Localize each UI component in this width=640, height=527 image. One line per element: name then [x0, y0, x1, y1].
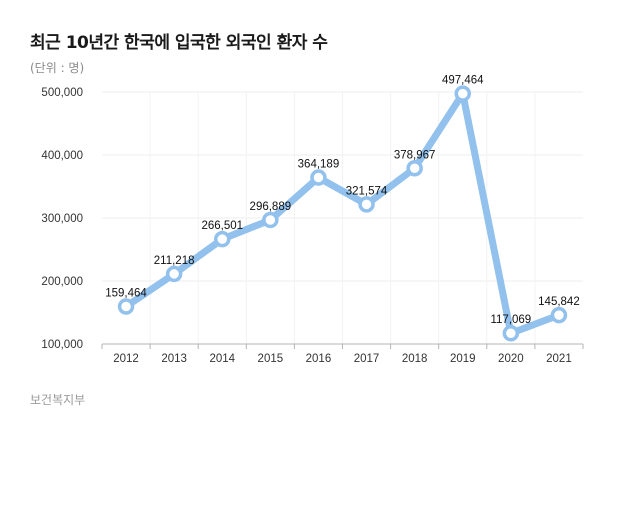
data-point [358, 196, 375, 213]
data-label: 321,574 [346, 185, 388, 197]
x-tick-label: 2012 [113, 353, 139, 365]
data-label: 364,189 [298, 159, 340, 171]
data-label: 117,069 [490, 314, 531, 326]
x-tick-label: 2015 [258, 353, 284, 365]
data-label: 497,464 [442, 75, 484, 87]
y-tick-label: 100,000 [41, 339, 83, 351]
x-tick-label: 2016 [306, 353, 332, 365]
data-point [262, 211, 279, 229]
data-label: 211,218 [154, 255, 195, 267]
x-tick-label: 2013 [161, 353, 187, 365]
x-tick-label: 2017 [354, 353, 380, 365]
data-label: 378,967 [394, 149, 436, 161]
data-label: 159,464 [105, 288, 147, 300]
y-tick-label: 300,000 [41, 213, 83, 225]
data-point [454, 85, 471, 102]
y-tick-label: 200,000 [41, 276, 83, 288]
data-label: 145,842 [538, 296, 580, 308]
data-point [406, 160, 423, 177]
data-point [550, 306, 568, 324]
data-label: 266,501 [201, 220, 243, 232]
x-tick-label: 2014 [209, 353, 235, 365]
line-chart: 100,000 200,000 300,000 400,000 500,000 2012 2… [41, 75, 584, 365]
data-point [214, 230, 231, 248]
y-tick-label: 400,000 [41, 150, 83, 162]
source-label: 보건복지부 [30, 393, 86, 407]
data-label: 296,889 [250, 201, 292, 213]
series-line [122, 90, 563, 337]
data-point [310, 169, 327, 186]
x-tick-label: 2021 [546, 353, 572, 365]
x-tick-label: 2019 [450, 353, 476, 365]
unit-label: (단위 : 명) [30, 61, 85, 75]
data-point [502, 324, 520, 342]
x-tick-label: 2018 [402, 353, 428, 365]
x-tick-label: 2020 [498, 353, 524, 365]
data-point [165, 265, 183, 283]
y-tick-label: 500,000 [41, 87, 83, 99]
chart-title: 최근 10년간 한국에 입국한 외국인 환자 수 [30, 33, 328, 53]
data-point [117, 298, 135, 315]
